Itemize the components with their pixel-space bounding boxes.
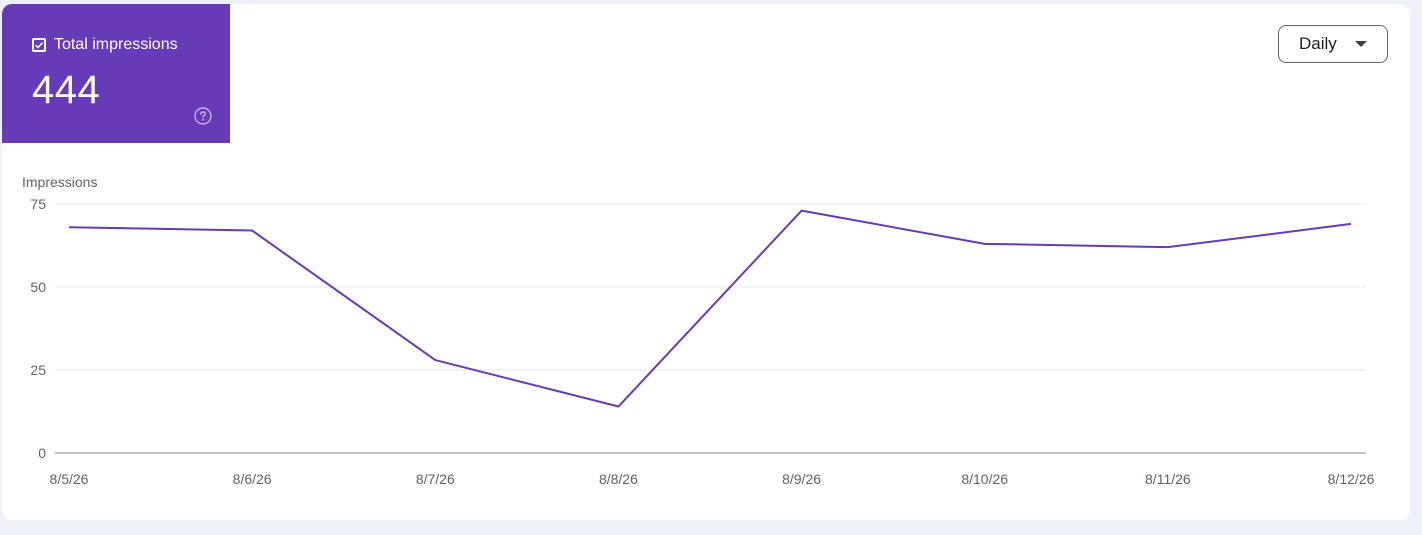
data-point[interactable] bbox=[61, 219, 77, 235]
period-select-value: Daily bbox=[1299, 34, 1337, 53]
x-tick-label: 8/10/26 bbox=[961, 471, 1008, 487]
impressions-series-line bbox=[68, 209, 1352, 408]
x-tick-label: 8/11/26 bbox=[1145, 471, 1191, 487]
x-tick-label: 8/12/26 bbox=[1328, 471, 1375, 487]
y-tick-label: 0 bbox=[38, 445, 46, 461]
data-point[interactable] bbox=[977, 236, 993, 252]
x-tick-labels: 8/5/26 8/6/26 8/7/26 8/8/26 8/9/26 8/10/26 8/1… bbox=[50, 471, 1375, 487]
metric-value: 444 bbox=[32, 68, 101, 112]
metric-label: Total impressions bbox=[54, 36, 178, 53]
y-tick-label: 75 bbox=[30, 196, 46, 212]
x-tick-label: 8/7/26 bbox=[416, 471, 455, 487]
data-point[interactable] bbox=[794, 203, 810, 219]
data-point[interactable] bbox=[1343, 216, 1359, 232]
help-circle-icon[interactable] bbox=[194, 107, 212, 125]
chevron-down-icon bbox=[1355, 41, 1367, 47]
series-layer bbox=[61, 203, 1359, 415]
y-tick-label: 50 bbox=[30, 279, 46, 295]
metric-header: Total impressions bbox=[32, 36, 178, 54]
data-point[interactable] bbox=[244, 223, 260, 239]
period-select[interactable]: Daily bbox=[1278, 25, 1388, 63]
y-axis-title: Impressions bbox=[22, 174, 97, 190]
checkmark-icon bbox=[34, 42, 44, 49]
x-tick-label: 8/5/26 bbox=[50, 471, 89, 487]
checkbox-checked-icon[interactable] bbox=[32, 38, 46, 52]
data-point[interactable] bbox=[1160, 239, 1176, 255]
y-tick-labels: 0 25 50 75 bbox=[30, 196, 46, 461]
total-impressions-tile[interactable]: Total impressions 444 bbox=[2, 4, 230, 143]
y-tick-label: 25 bbox=[30, 362, 46, 378]
x-tick-label: 8/9/26 bbox=[782, 471, 821, 487]
x-tick-label: 8/8/26 bbox=[599, 471, 638, 487]
gridlines bbox=[55, 203, 1366, 454]
impressions-card: Total impressions 444 Daily Impressions … bbox=[2, 4, 1410, 520]
x-tick-label: 8/6/26 bbox=[233, 471, 272, 487]
data-point[interactable] bbox=[610, 399, 626, 415]
data-point[interactable] bbox=[427, 352, 443, 368]
